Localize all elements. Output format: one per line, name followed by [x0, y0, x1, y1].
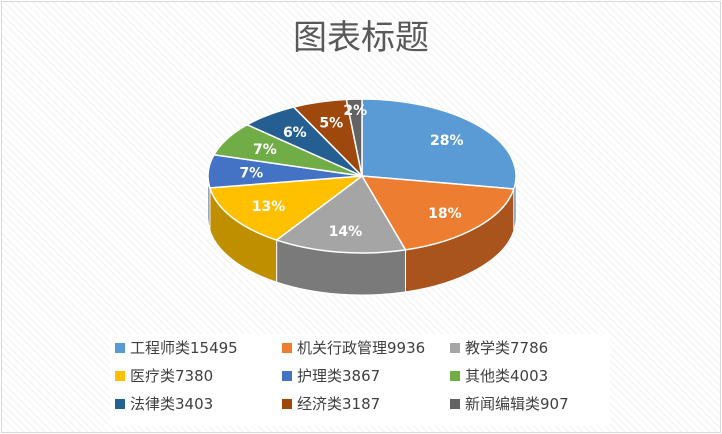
legend-swatch — [450, 398, 460, 409]
legend-label: 教学类7786 — [465, 339, 549, 357]
legend-label: 工程师类15495 — [130, 339, 238, 357]
legend-swatch — [115, 398, 125, 409]
pie-slice — [209, 175, 363, 241]
legend-swatch — [282, 370, 292, 381]
legend-label: 机关行政管理9936 — [297, 339, 426, 357]
legend-label: 其他类4003 — [465, 367, 549, 385]
pie-slice — [275, 175, 407, 254]
legend-item: 机关行政管理9936 — [282, 336, 425, 360]
pie-data-label: 13% — [252, 199, 286, 215]
legend-item: 护理类3867 — [282, 364, 380, 388]
legend-label: 法律类3403 — [130, 395, 214, 413]
chart-title: 图表标题 — [293, 18, 429, 58]
pie-data-label: 7% — [253, 142, 277, 158]
legend-swatch — [282, 398, 292, 409]
legend-item: 经济类3187 — [282, 392, 380, 416]
chart-legend: 工程师类15495 机关行政管理9936 教学类7786 医疗类7380 护理类3867… — [110, 334, 610, 426]
legend-item: 新闻编辑类907 — [450, 392, 569, 416]
legend-swatch — [282, 342, 292, 353]
legend-item: 教学类7786 — [450, 336, 548, 360]
pie-slice — [345, 98, 363, 177]
legend-swatch — [115, 370, 125, 381]
legend-item: 工程师类15495 — [115, 336, 238, 360]
legend-item: 医疗类7380 — [115, 364, 213, 388]
pie-data-label: 28% — [430, 133, 464, 149]
pie-data-label: 18% — [428, 206, 462, 222]
pie-data-label: 2% — [343, 103, 367, 119]
pie-data-label: 6% — [283, 125, 307, 141]
legend-swatch — [450, 370, 460, 381]
legend-label: 经济类3187 — [297, 395, 381, 413]
legend-item: 其他类4003 — [450, 364, 548, 388]
legend-swatch — [115, 342, 125, 353]
pie-slice — [361, 175, 515, 251]
pie-data-label: 5% — [319, 116, 343, 132]
legend-item: 法律类3403 — [115, 392, 213, 416]
legend-label: 新闻编辑类907 — [465, 395, 569, 413]
pie-data-label: 7% — [239, 166, 263, 182]
pie-slice — [361, 98, 517, 190]
legend-label: 医疗类7380 — [130, 367, 214, 385]
legend-label: 护理类3867 — [297, 367, 381, 385]
legend-swatch — [450, 342, 460, 353]
pie-data-label: 14% — [329, 224, 363, 240]
